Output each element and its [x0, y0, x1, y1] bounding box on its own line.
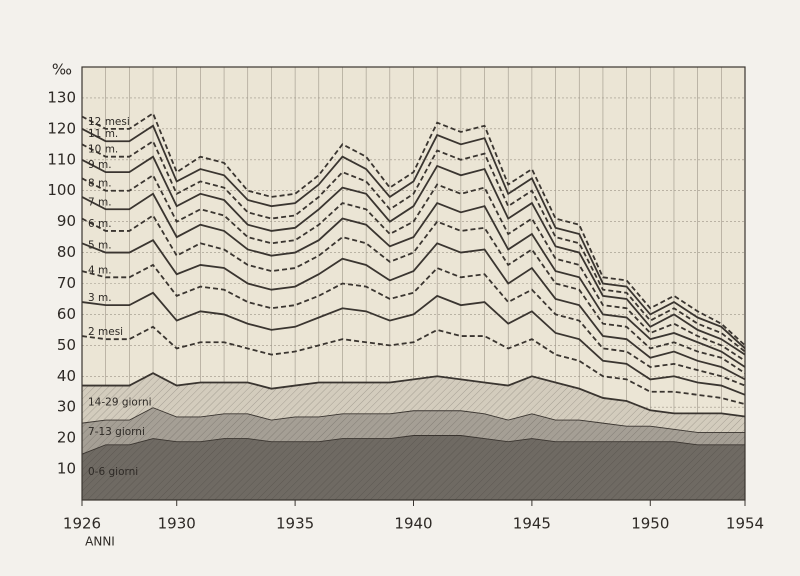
y-tick-label: 10 — [57, 460, 76, 478]
plot-frame — [81, 66, 746, 501]
y-tick-label: 40 — [57, 367, 76, 385]
y-tick-label: 70 — [57, 274, 76, 292]
series-line — [81, 239, 746, 381]
series-line — [81, 192, 746, 368]
x-tick-label: 1950 — [631, 515, 669, 533]
x-tick-label: 1935 — [276, 515, 314, 533]
x-tick-label: 1945 — [513, 515, 551, 533]
series-label: 2 mesi — [88, 326, 123, 338]
x-tick-label: 1930 — [158, 515, 196, 533]
series-line — [81, 214, 746, 374]
x-axis-label: ANNI — [85, 535, 115, 549]
series-label: 12 mesi — [88, 116, 130, 128]
y-unit: ‰ — [52, 61, 72, 79]
y-tick-label: 20 — [57, 429, 76, 447]
y-tick-label: 60 — [57, 305, 76, 323]
y-tick-label: 130 — [47, 88, 76, 106]
y-tick-label: 80 — [57, 243, 76, 261]
series-label: 9 m. — [88, 159, 112, 171]
series-line — [81, 325, 746, 405]
y-tick-label: 90 — [57, 212, 76, 230]
series-line — [81, 112, 746, 347]
series-label: 7 m. — [88, 196, 112, 208]
series-label: 7-13 giorni — [88, 426, 145, 438]
band-hatch — [82, 373, 745, 432]
series-label: 5 m. — [88, 240, 112, 252]
band-hatch — [82, 407, 745, 454]
series-line — [81, 291, 746, 396]
series-line — [82, 372, 746, 418]
y-tick-label: 110 — [47, 150, 76, 168]
series-label: 6 m. — [88, 218, 112, 230]
series-label: 14-29 giorni — [88, 397, 152, 409]
series-label: 10 m. — [88, 144, 118, 156]
x-tick-label: 1954 — [726, 515, 764, 533]
series-line — [81, 124, 746, 350]
band-hatch — [82, 435, 745, 500]
series-label: 8 m. — [88, 178, 112, 190]
series-line — [81, 263, 746, 387]
series-label: 11 m. — [88, 128, 118, 140]
series-label: 4 m. — [88, 264, 112, 276]
x-tick-label: 1940 — [394, 515, 432, 533]
series-label: 0-6 giorni — [88, 466, 138, 478]
series-line — [81, 173, 746, 362]
series-line — [81, 155, 746, 356]
y-tick-label: 120 — [47, 119, 76, 137]
y-tick-label: 30 — [57, 398, 76, 416]
series-label: 3 m. — [88, 292, 112, 304]
series-line — [81, 139, 746, 353]
y-tick-label: 100 — [47, 181, 76, 199]
y-tick-label: 50 — [57, 336, 76, 354]
x-tick-label: 1926 — [63, 515, 101, 533]
